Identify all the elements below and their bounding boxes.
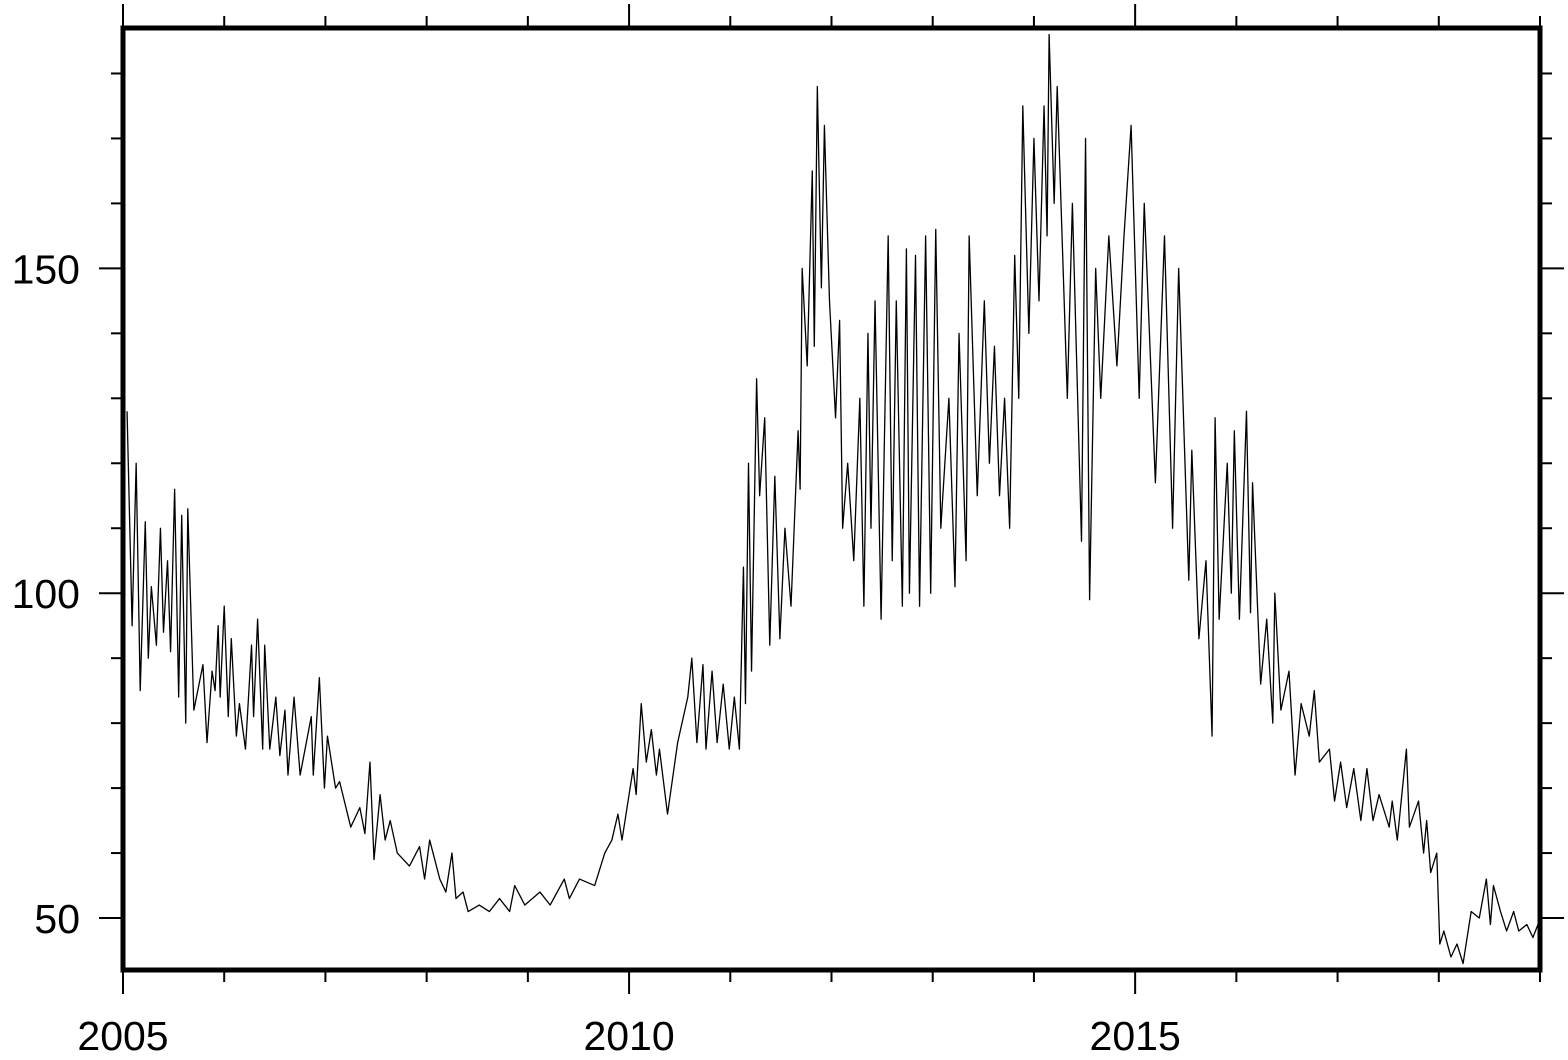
y-tick-label: 100 (12, 571, 80, 617)
plot-frame (120, 25, 1543, 973)
x-tick-label: 2010 (583, 1013, 674, 1055)
y-tick-label: 50 (34, 896, 80, 942)
y-tick-label: 150 (12, 246, 80, 292)
x-tick-label: 2015 (1090, 1013, 1181, 1055)
data-line (126, 33, 1539, 965)
x-tick-label: 2005 (77, 1013, 168, 1055)
